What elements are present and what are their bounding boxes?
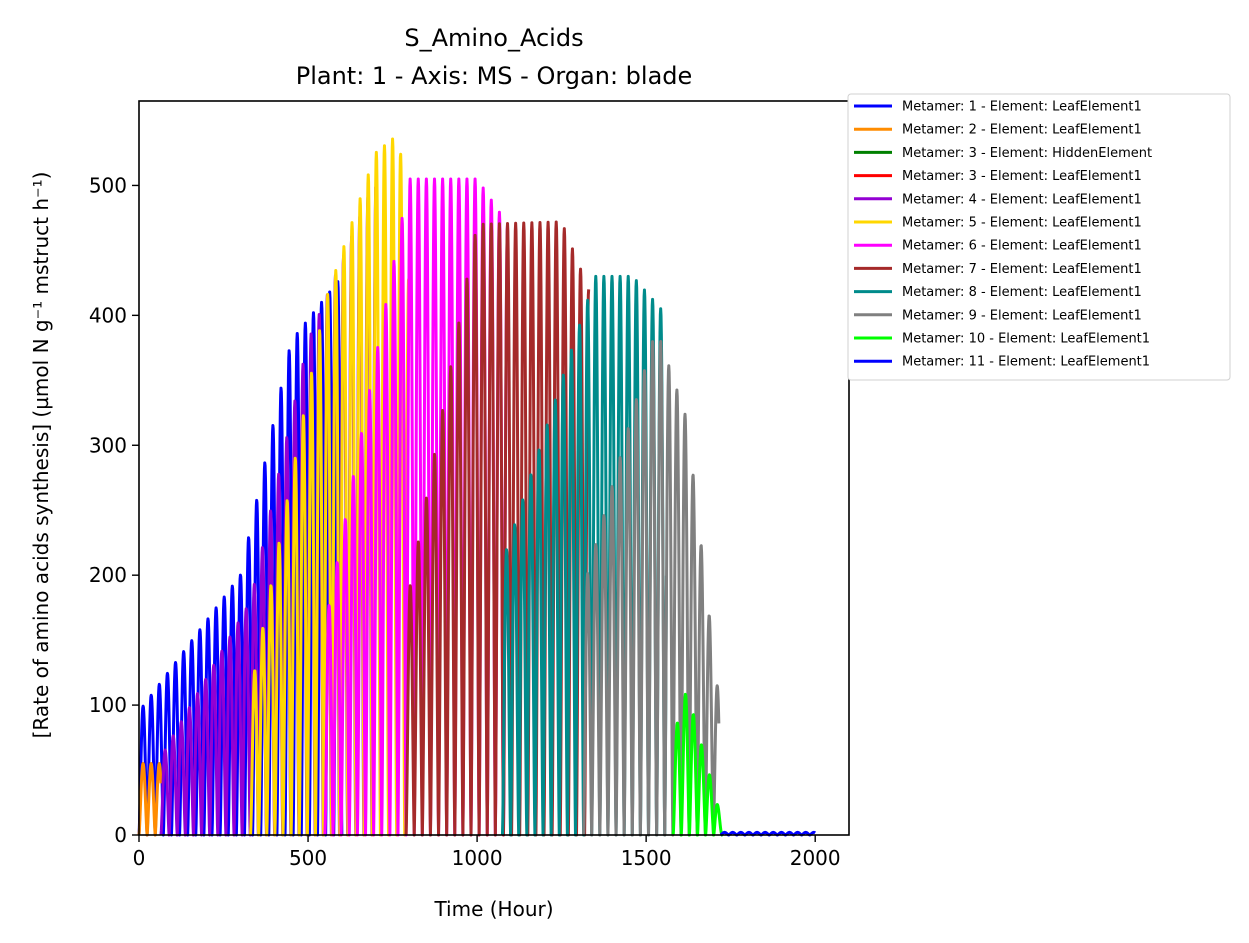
y-tick-label: 400 (89, 303, 127, 327)
series-layer (137, 137, 817, 837)
y-tick-label: 0 (114, 823, 127, 847)
x-tick-label: 2000 (790, 846, 841, 870)
series-line-metamer-2-element-leafelement1 (137, 762, 163, 837)
y-axis: 0 100 200 300 400 500 (89, 173, 139, 847)
legend-entry: Metamer: 9 - Element: LeafElement1 (902, 308, 1142, 323)
plot-frame (138, 100, 850, 836)
legend-entry: Metamer: 6 - Element: LeafElement1 (902, 239, 1142, 254)
series-line-metamer-10-element-leafelement1 (671, 692, 724, 837)
legend-entry: Metamer: 2 - Element: LeafElement1 (902, 123, 1142, 138)
legend-entry: Metamer: 8 - Element: LeafElement1 (902, 285, 1142, 300)
x-axis: 0 500 1000 1500 2000 (133, 835, 841, 870)
legend-entry: Metamer: 11 - Element: LeafElement1 (902, 355, 1150, 370)
legend-entry: Metamer: 5 - Element: LeafElement1 (902, 216, 1142, 231)
series-line-metamer-9-element-leafelement1 (582, 339, 721, 837)
x-tick-label: 0 (133, 846, 146, 870)
legend-entry: Metamer: 4 - Element: LeafElement1 (902, 192, 1142, 207)
chart-subtitle: Plant: 1 - Axis: MS - Organ: blade (296, 62, 693, 90)
legend-entry: Metamer: 10 - Element: LeafElement1 (902, 332, 1150, 347)
y-tick-label: 200 (89, 563, 127, 587)
x-tick-label: 1500 (621, 846, 672, 870)
y-tick-label: 500 (89, 173, 127, 197)
x-tick-label: 500 (289, 846, 327, 870)
y-tick-label: 100 (89, 693, 127, 717)
legend-frame (847, 93, 1231, 381)
chart-title: S_Amino_Acids (404, 24, 583, 52)
legend-entry: Metamer: 3 - Element: HiddenElement (902, 146, 1152, 161)
legend: Metamer: 1 - Element: LeafElement1 Metame… (847, 93, 1231, 381)
series-line-metamer-5-element-leafelement1 (249, 137, 411, 837)
legend-entry: Metamer: 3 - Element: LeafElement1 (902, 169, 1142, 184)
series-line-metamer-7-element-leafelement1 (404, 220, 591, 837)
x-tick-label: 1000 (452, 846, 503, 870)
x-axis-label: Time (Hour) (433, 897, 553, 921)
legend-entry: Metamer: 1 - Element: LeafElement1 (902, 100, 1142, 115)
legend-entry: Metamer: 7 - Element: LeafElement1 (902, 262, 1142, 277)
y-axis-label: [Rate of amino acids synthesis] (µmol N … (29, 172, 53, 739)
y-tick-label: 300 (89, 433, 127, 457)
